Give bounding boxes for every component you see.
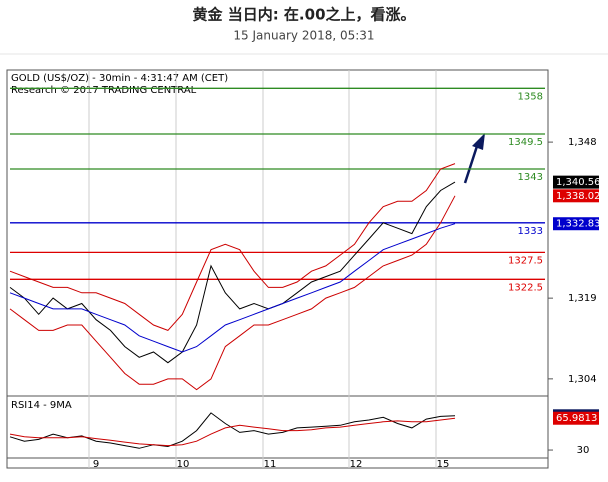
y-tick-label: 1,304 (568, 374, 597, 385)
x-tick-label: 12 (350, 459, 363, 470)
level-label: 1343 (518, 172, 543, 183)
price-box-label: 1,338.02 (556, 191, 601, 202)
chart-label: GOLD (US$/OZ) - 30min - 4:31:47 AM (CET) (11, 73, 228, 84)
x-tick-label: 10 (177, 459, 190, 470)
series-line (9, 223, 456, 353)
series-line (9, 163, 456, 331)
chart-subtitle: 15 January 2018, 05:31 (233, 29, 374, 43)
arrow (463, 142, 480, 184)
y-tick-label: 1,319 (568, 293, 597, 304)
series-line (9, 181, 456, 364)
level-label: 1327.5 (508, 255, 543, 266)
price-box (553, 217, 599, 231)
source: Research © 2017 TRADING CENTRAL (11, 85, 197, 96)
price-box (553, 175, 599, 189)
series-line (9, 412, 456, 449)
price-box (553, 189, 599, 203)
price-box-label: 1,332.83 (556, 219, 601, 230)
rsi-tick-label: 30 (577, 445, 590, 456)
y-tick-label: 1,348 (568, 137, 597, 148)
arrow-head (472, 133, 485, 150)
level-label: 1358 (518, 91, 543, 102)
plot-frame (6, 69, 549, 469)
series-line (9, 417, 456, 447)
chart-title: 黄金 当日内: 在.00之上，看涨。 (192, 6, 415, 24)
level-label: 1322.5 (508, 282, 543, 293)
rsi-label: RSI14 - 9MA (11, 400, 72, 411)
series-line (9, 195, 456, 391)
x-tick-label: 9 (93, 459, 99, 470)
level-label: 1333 (518, 226, 543, 237)
price-box (553, 411, 599, 425)
level-label: 1349.5 (508, 137, 543, 148)
price-box-label: 1,340.56 (556, 177, 601, 188)
x-tick-label: 11 (264, 459, 277, 470)
price-box-label: 65.9813 (556, 413, 597, 424)
x-tick-label: 15 (437, 459, 450, 470)
